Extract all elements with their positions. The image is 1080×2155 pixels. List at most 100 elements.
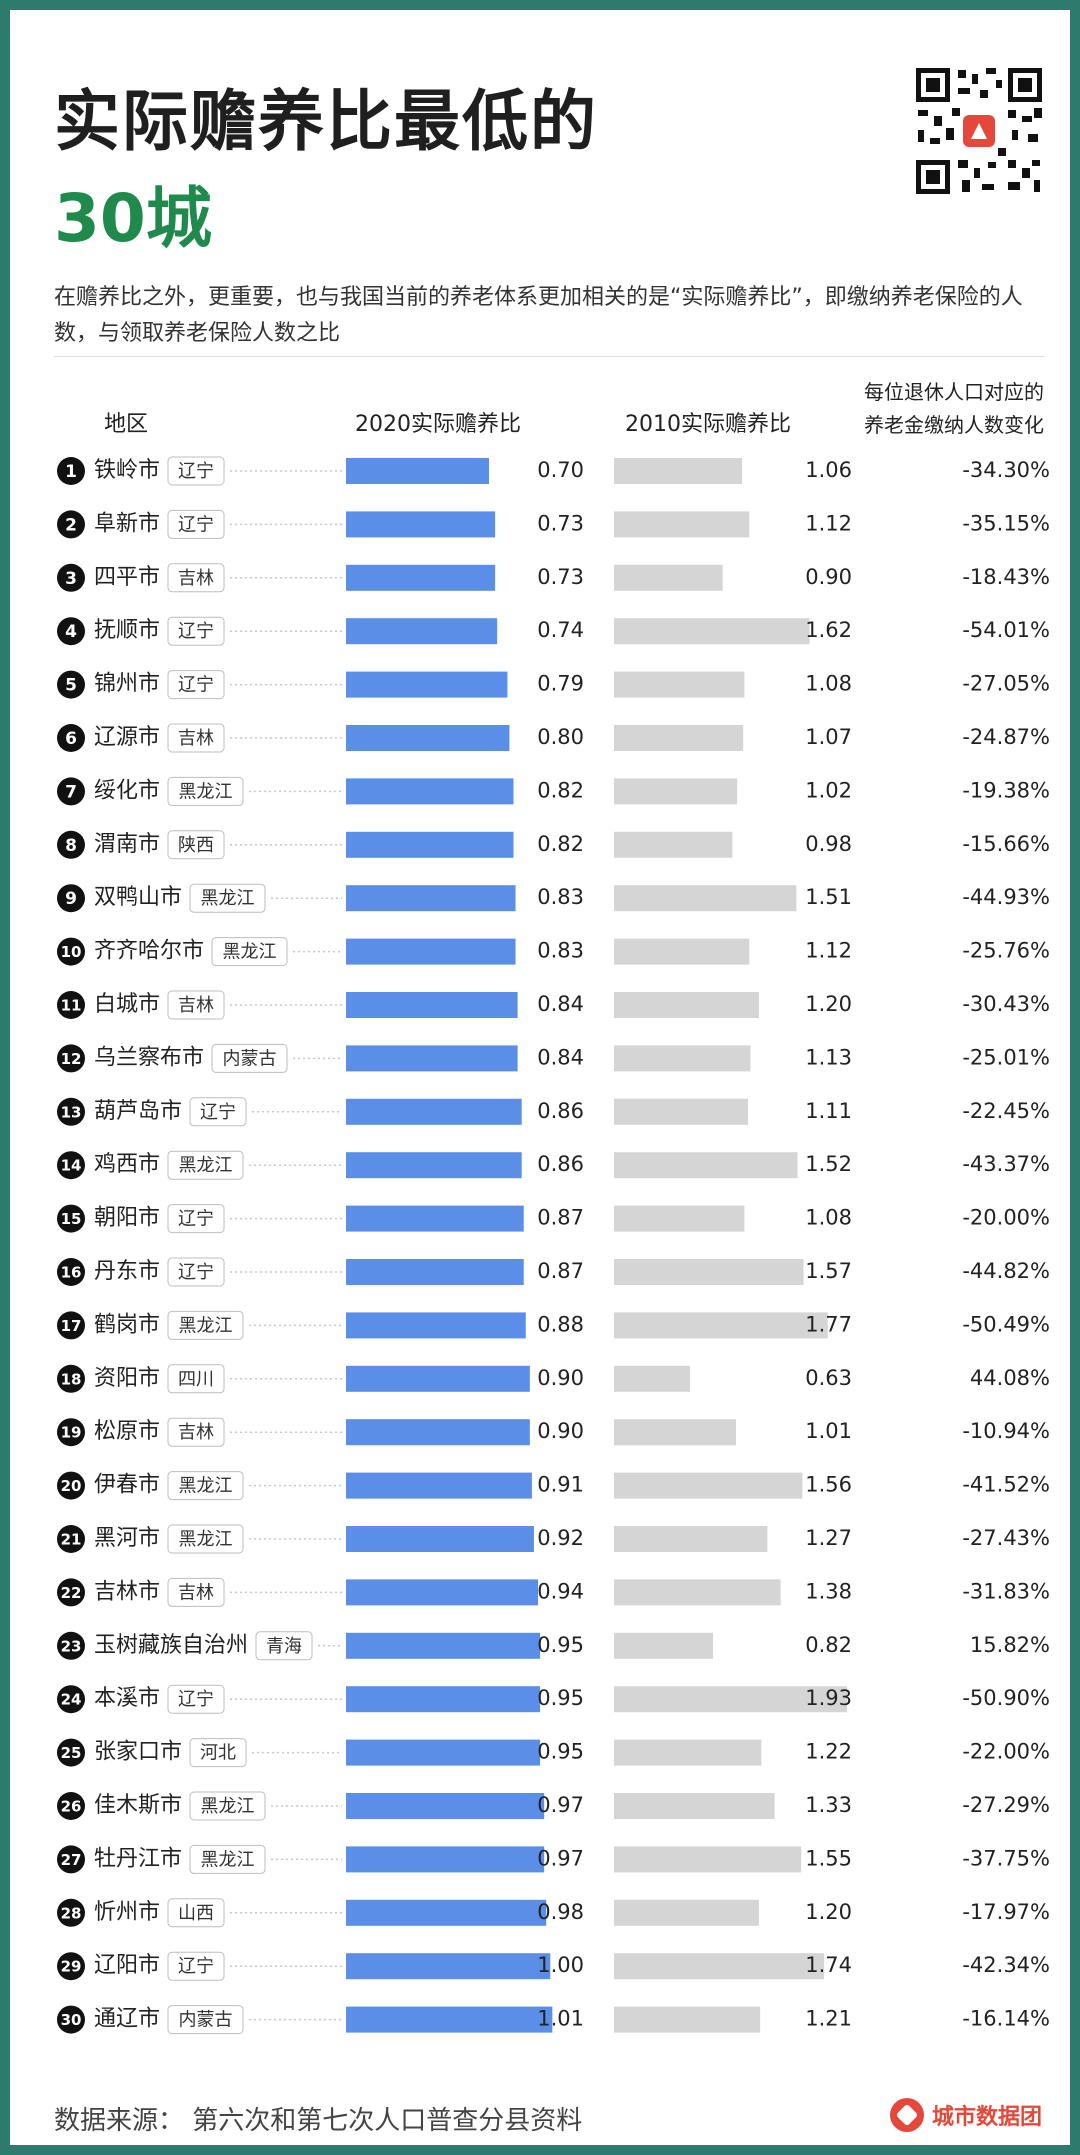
province-tag [189,1738,247,1768]
province-label: 黑龙江 [223,942,277,963]
rank-number: 6 [65,729,77,749]
value-2010: 0.90 [805,565,852,589]
bar-2020 [346,671,508,698]
province-label: 内蒙古 [223,1048,277,1069]
city-name: 玉树藏族自治州 [94,1633,248,1658]
bar-2020 [346,725,510,751]
value-2010: 1.56 [805,1473,852,1497]
rank-badge [57,1044,85,1073]
province-tag [167,1684,225,1714]
province-tag [167,723,225,753]
rank-badge [57,2005,85,2034]
city-name: 铁岭市 [94,458,160,483]
rank-badge [57,1471,85,1500]
bar-2020 [346,511,496,538]
bar-2020 [346,1152,522,1179]
description: 在赡养比之外，更重要，也与我国当前的养老体系更加相关的是“实际赡养比”，即缴纳养… [54,285,1023,346]
bar-2010 [614,564,723,591]
bar-2020 [346,1098,522,1125]
change-value: -19.38% [962,778,1050,802]
change-value: -37.75% [962,1846,1050,1870]
rank-badge [57,1952,85,1981]
value-2010: 1.21 [805,2007,852,2031]
bar-2020 [346,1526,534,1552]
city-name: 牡丹江市 [94,1846,182,1871]
data-source: 数据来源： 第六次和第七次人口普查分县资料 [54,2106,583,2136]
bar-2010 [614,1312,828,1339]
province-tag [189,1791,266,1821]
change-value: -24.87% [962,725,1050,749]
value-2010: 1.07 [805,725,852,749]
province-tag [167,1898,225,1928]
rank-number: 17 [61,1317,82,1335]
province-label: 吉林 [178,728,214,749]
rank-number: 26 [61,1798,82,1816]
province-label: 黑龙江 [179,1476,233,1497]
bar-2020 [346,2006,553,2033]
bar-2020 [346,458,489,484]
province-tag [211,937,288,967]
bar-2010 [614,1739,762,1766]
province-tag [167,1524,244,1554]
rank-badge [57,777,85,806]
rank-number: 13 [61,1103,82,1121]
rank-number: 18 [61,1370,82,1388]
bar-2020 [346,885,516,912]
change-value: -22.45% [962,1099,1050,1123]
change-value: -35.15% [962,511,1050,535]
city-name: 阜新市 [94,511,160,536]
city-name: 吉林市 [94,1579,160,1604]
city-name: 伊春市 [94,1473,160,1498]
rank-number: 10 [61,943,82,961]
value-2010: 1.55 [805,1846,852,1870]
value-2010: 1.20 [805,992,852,1016]
change-value: -50.90% [962,1686,1050,1710]
change-value: -34.30% [962,458,1050,482]
change-value: -25.76% [962,939,1050,963]
province-tag [167,1417,225,1447]
city-name: 鸡西市 [94,1152,160,1177]
value-2010: 1.08 [805,672,852,696]
province-tag [189,883,266,913]
city-name: 朝阳市 [94,1206,160,1231]
change-value: -16.14% [962,2007,1050,2031]
rank-number: 2 [65,515,77,535]
province-tag [167,456,225,486]
change-value: -54.01% [962,618,1050,642]
city-name: 辽源市 [94,725,160,750]
column-header-change: 每位退休人口对应的 养老金缴纳人数变化 [864,376,1044,442]
bar-2010 [614,618,810,645]
province-tag [189,1844,266,1874]
province-tag [167,776,244,806]
bar-2020 [346,1472,532,1499]
bar-2020 [346,1312,526,1339]
rank-badge [57,724,85,752]
rank-number: 7 [65,782,77,802]
province-label: 吉林 [178,1582,214,1603]
province-label: 山西 [178,1903,214,1924]
change-value: -22.00% [962,1740,1050,1764]
rank-number: 23 [61,1637,82,1655]
province-label: 黑龙江 [179,1155,233,1176]
bar-2010 [614,1953,825,1980]
bar-2010 [614,1686,848,1713]
bar-2020 [346,1846,545,1873]
value-2010: 1.06 [805,458,852,482]
province-tag [167,1310,244,1340]
rank-badge [57,1845,85,1874]
value-2010: 1.57 [805,1259,852,1283]
rank-badge [57,1631,85,1660]
bar-2020 [346,938,516,965]
city-name: 鹤岗市 [94,1312,160,1337]
rank-badge [57,1418,85,1447]
province-tag [167,1364,225,1394]
city-name: 通辽市 [94,2007,160,2032]
rank-badge [57,1525,85,1553]
province-label: 辽宁 [178,675,214,696]
rank-badge [57,1898,85,1927]
province-tag [167,1257,225,1287]
value-2020: 0.90 [537,1419,584,1443]
rank-badge [57,510,85,539]
value-2020: 1.01 [537,2007,584,2031]
bar-2020 [346,1686,541,1713]
